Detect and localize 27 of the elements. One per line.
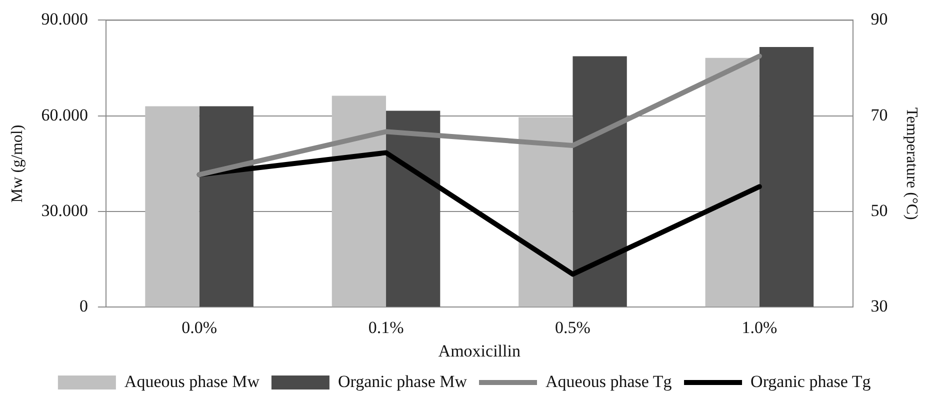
bar bbox=[759, 46, 814, 307]
legend-label: Aqueous phase Mw bbox=[124, 372, 260, 391]
y2-tick-label: 30 bbox=[870, 296, 888, 316]
legend-label: Organic phase Tg bbox=[750, 372, 872, 391]
y-tick-label: 60.000 bbox=[41, 105, 88, 124]
bar bbox=[145, 106, 200, 307]
y2-tick-label: 70 bbox=[870, 105, 888, 124]
y-axis-title: Mw (g/mol) bbox=[8, 124, 26, 203]
x-tick-label: 0.0% bbox=[182, 318, 218, 337]
x-tick-label: 1.0% bbox=[742, 318, 778, 337]
bar bbox=[386, 110, 440, 307]
bar bbox=[199, 106, 254, 307]
bar bbox=[518, 117, 573, 307]
bar bbox=[572, 56, 627, 307]
legend-label: Aqueous phase Tg bbox=[546, 372, 672, 391]
x-axis-title: Amoxicillin bbox=[438, 341, 521, 360]
x-tick-label: 0.1% bbox=[368, 318, 404, 337]
y-tick-label: 90.000 bbox=[41, 10, 88, 29]
y2-tick-label: 50 bbox=[870, 201, 888, 220]
bar bbox=[332, 96, 386, 307]
legend-label: Organic phase Mw bbox=[338, 372, 468, 391]
x-tick-label: 0.5% bbox=[555, 318, 590, 337]
y-tick-label: 0 bbox=[79, 296, 88, 316]
y2-axis-title: Temperature (°C) bbox=[903, 108, 920, 220]
y-tick-label: 30.000 bbox=[41, 201, 88, 220]
bar bbox=[705, 58, 760, 307]
y2-tick-label: 90 bbox=[870, 10, 888, 29]
